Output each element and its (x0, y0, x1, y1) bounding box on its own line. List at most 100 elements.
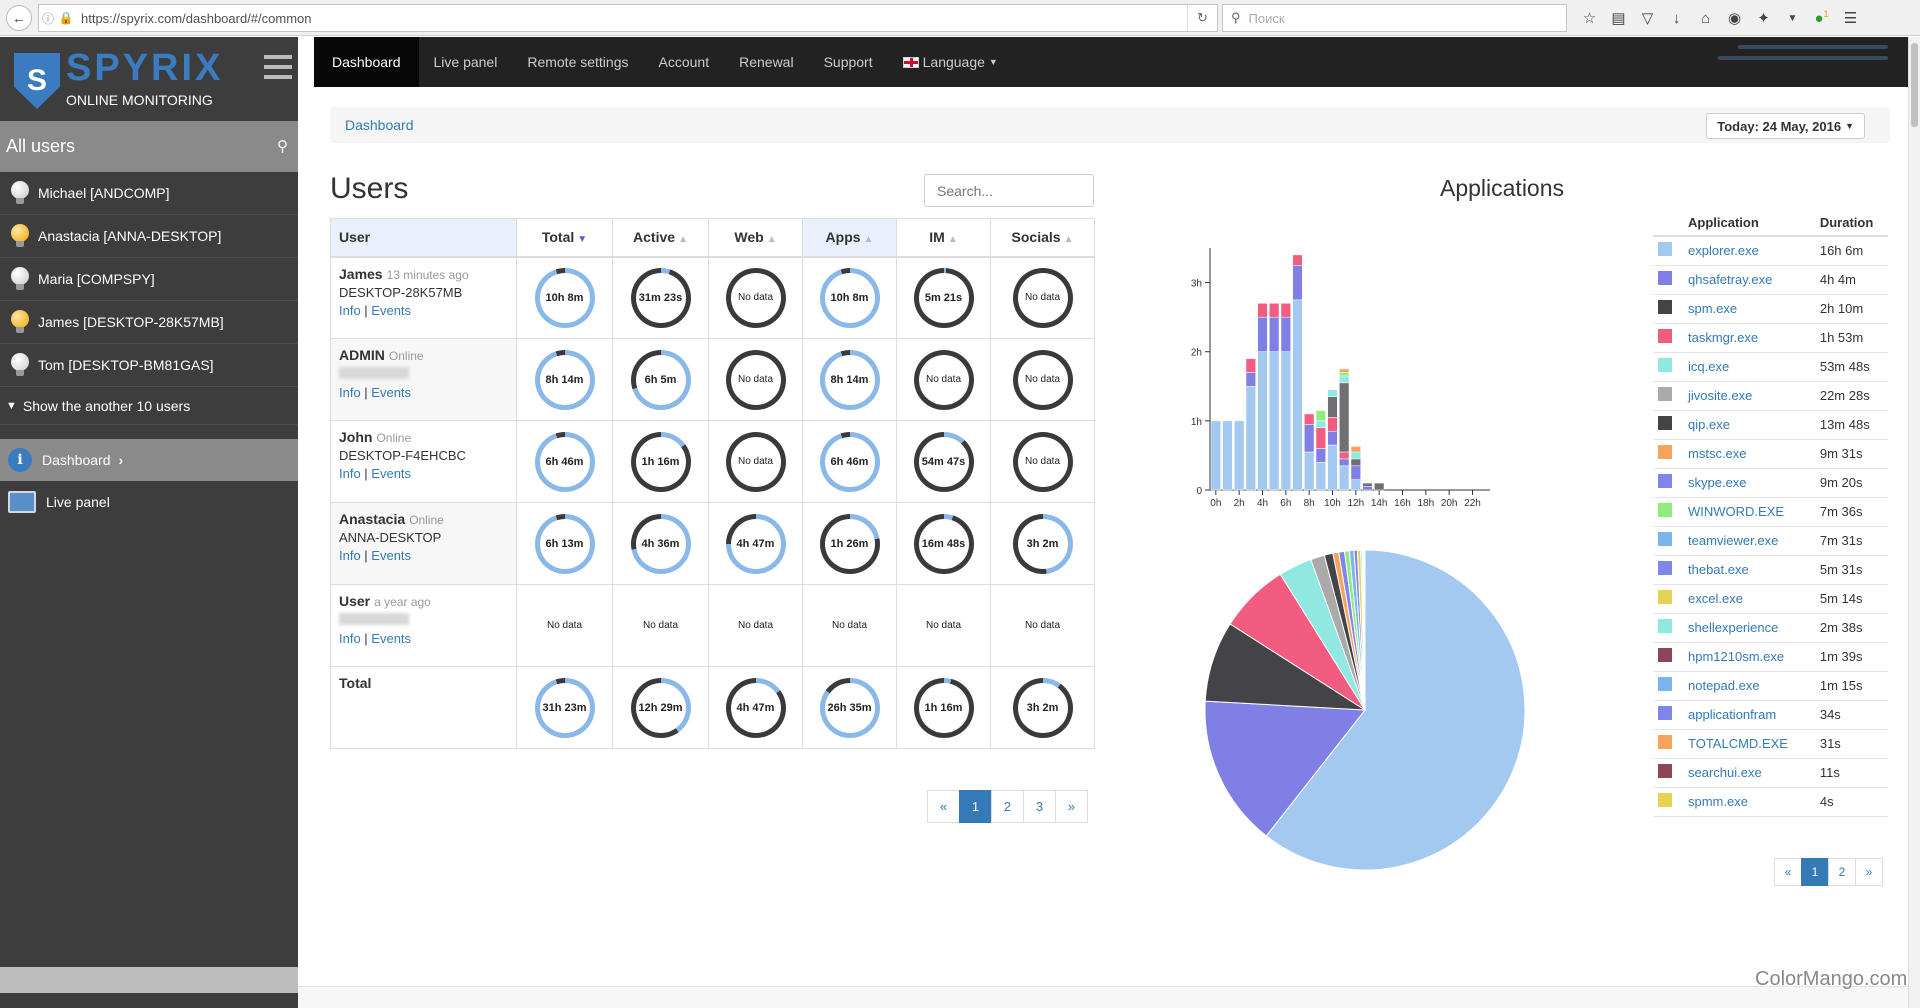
bar-segment[interactable] (1350, 446, 1361, 453)
bar-segment[interactable] (1245, 358, 1256, 373)
app-name-link[interactable]: qip.exe (1688, 417, 1730, 432)
app-name-link[interactable]: icq.exe (1688, 359, 1730, 374)
chat-icon[interactable]: ◉ (1727, 10, 1742, 27)
usage-ring[interactable]: No data (1012, 431, 1073, 492)
prev-page-button[interactable]: « (1774, 858, 1802, 886)
usage-ring[interactable]: 8h 14m (534, 349, 595, 410)
app-name-link[interactable]: notepad.exe (1688, 678, 1760, 693)
bar-segment[interactable] (1339, 451, 1350, 460)
logo[interactable]: S SPYRIX ONLINE MONITORING (0, 37, 298, 121)
bar-segment[interactable] (1362, 486, 1373, 491)
page-horizontal-scrollbar[interactable] (298, 986, 1908, 1008)
bar-segment[interactable] (1257, 316, 1268, 352)
language-dropdown[interactable]: Language ▼ (888, 37, 1013, 87)
users-search-input[interactable] (924, 174, 1094, 207)
page-button[interactable]: 1 (1801, 858, 1829, 886)
usage-ring[interactable]: 6h 5m (630, 349, 691, 410)
hamburger-menu-icon[interactable] (264, 55, 292, 79)
bar-segment[interactable] (1350, 479, 1361, 491)
bar-segment[interactable] (1315, 462, 1326, 491)
bar-segment[interactable] (1292, 299, 1303, 491)
usage-ring[interactable]: 1h 16m (630, 431, 691, 492)
extension-icon[interactable]: ✦ (1757, 10, 1770, 27)
bar-segment[interactable] (1257, 351, 1268, 491)
sidebar-user-item[interactable]: Tom [DESKTOP-BM81GAS] (0, 344, 298, 387)
events-link[interactable]: Events (371, 466, 412, 481)
pocket-icon[interactable]: ▽ (1641, 10, 1654, 27)
bar-segment[interactable] (1234, 420, 1245, 491)
sidebar-user-item[interactable]: Maria [COMPSPY] (0, 258, 298, 301)
url-text[interactable]: https://spyrix.com/dashboard/#/common (81, 10, 312, 26)
nav-remote-settings[interactable]: Remote settings (527, 54, 629, 70)
usage-ring[interactable]: 3h 2m (1012, 513, 1073, 574)
bar-segment[interactable] (1210, 420, 1221, 491)
extension-badge-icon[interactable]: ●1 (1814, 9, 1829, 27)
sort-icon[interactable]: ▲ (678, 234, 688, 246)
page-button[interactable]: 2 (991, 790, 1024, 823)
account-info-blurred[interactable] (1698, 45, 1888, 79)
address-bar[interactable]: ⓘ 🔒 https://spyrix.com/dashboard/#/commo… (38, 4, 1218, 32)
info-link[interactable]: Info (339, 385, 361, 400)
usage-ring[interactable]: 16m 48s (913, 513, 974, 574)
nav-account[interactable]: Account (658, 54, 710, 70)
next-page-button[interactable]: » (1055, 790, 1088, 823)
app-name-link[interactable]: WINWORD.EXE (1688, 504, 1785, 519)
bar-segment[interactable] (1269, 316, 1280, 352)
usage-ring[interactable]: 1h 26m (819, 513, 880, 574)
bookmark-star-icon[interactable]: ☆ (1582, 10, 1597, 27)
usage-ring[interactable]: 12h 29m (630, 677, 691, 738)
app-name-link[interactable]: searchui.exe (1688, 765, 1762, 780)
pie-slice[interactable] (1265, 549, 1526, 871)
usage-ring[interactable]: 3h 2m (1012, 677, 1073, 738)
bar-segment[interactable] (1304, 424, 1315, 453)
app-name-link[interactable]: skype.exe (1688, 475, 1747, 490)
usage-ring[interactable]: 26h 35m (819, 677, 880, 738)
bar-segment[interactable] (1350, 458, 1361, 467)
bar-segment[interactable] (1304, 451, 1315, 491)
usage-ring[interactable]: 4h 47m (725, 513, 786, 574)
col-user[interactable]: User (330, 218, 517, 258)
dropdown-icon[interactable]: ▼ (1787, 12, 1798, 24)
usage-ring[interactable]: 10h 8m (534, 267, 595, 328)
bar-segment[interactable] (1280, 351, 1291, 491)
breadcrumb-dashboard[interactable]: Dashboard (345, 117, 414, 133)
sidebar-scrollbar[interactable] (0, 967, 298, 993)
bar-segment[interactable] (1292, 254, 1303, 266)
sort-icon[interactable]: ▲ (766, 234, 777, 246)
usage-ring[interactable]: 4h 47m (725, 677, 786, 738)
app-name-link[interactable]: spmm.exe (1688, 794, 1748, 809)
app-name-link[interactable]: shellexperience (1688, 620, 1779, 635)
nav-renewal[interactable]: Renewal (739, 54, 794, 70)
usage-ring[interactable]: 1h 16m (913, 677, 974, 738)
page-button[interactable]: 2 (1828, 858, 1856, 886)
app-name-link[interactable]: spm.exe (1688, 301, 1738, 316)
info-link[interactable]: Info (339, 466, 361, 481)
app-name-link[interactable]: TOTALCMD.EXE (1688, 736, 1788, 751)
events-link[interactable]: Events (371, 631, 412, 646)
col-active[interactable]: Active ▲ (612, 218, 709, 258)
bar-segment[interactable] (1362, 482, 1373, 487)
usage-ring[interactable]: 6h 13m (534, 513, 595, 574)
pie-slice[interactable] (1204, 700, 1366, 837)
next-page-button[interactable]: » (1855, 858, 1883, 886)
page-button[interactable]: 1 (959, 790, 992, 823)
show-more-users-button[interactable]: ▼ Show the another 10 users (0, 387, 298, 425)
date-picker-button[interactable]: Today: 24 May, 2016 ▼ (1706, 113, 1865, 139)
app-name-link[interactable]: jivosite.exe (1688, 388, 1753, 403)
reading-list-icon[interactable]: ▤ (1611, 10, 1626, 27)
info-link[interactable]: Info (339, 302, 361, 318)
usage-ring[interactable]: 6h 46m (819, 431, 880, 492)
usage-ring[interactable]: No data (913, 349, 974, 410)
col-apps[interactable]: Apps ▲ (802, 218, 897, 258)
events-link[interactable]: Events (371, 302, 412, 318)
bar-segment[interactable] (1350, 465, 1361, 480)
bar-segment[interactable] (1280, 316, 1291, 352)
bar-segment[interactable] (1339, 368, 1350, 373)
usage-ring[interactable]: 8h 14m (819, 349, 880, 410)
bar-segment[interactable] (1269, 303, 1280, 318)
usage-ring[interactable]: 5m 21s (913, 267, 974, 328)
usage-ring[interactable]: No data (1012, 349, 1073, 410)
sort-icon[interactable]: ▲ (947, 234, 958, 246)
bar-segment[interactable] (1257, 303, 1268, 318)
app-name-link[interactable]: applicationfram (1688, 707, 1777, 722)
